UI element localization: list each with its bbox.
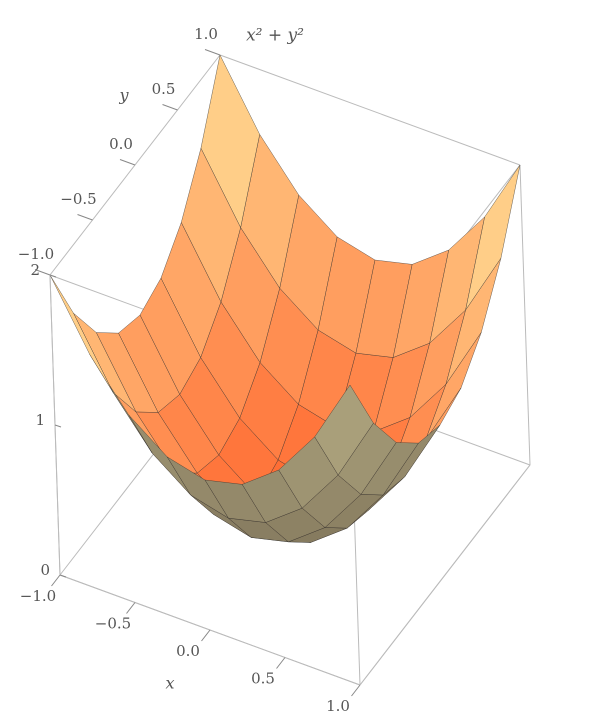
- z-tick: [54, 424, 62, 428]
- z-tick-label: 2: [30, 261, 40, 279]
- y-tick: [204, 49, 221, 56]
- surface-patch: [200, 54, 260, 229]
- y-axis-label: y: [118, 86, 129, 105]
- z-tick: [49, 274, 57, 278]
- x-tick-label: 0.0: [176, 642, 200, 660]
- y-tick: [119, 159, 136, 166]
- box-edge: [359, 464, 531, 686]
- chart-title: x² + y²: [246, 26, 304, 46]
- x-tick: [351, 684, 361, 697]
- z-tick-label: 0: [40, 561, 50, 579]
- box-edge: [219, 54, 521, 166]
- x-axis-label: x: [165, 674, 174, 693]
- x-tick: [276, 657, 286, 669]
- y-tick-label: 0.5: [152, 80, 176, 98]
- x-tick-label: 1.0: [326, 697, 350, 712]
- z-tick: [59, 574, 67, 578]
- y-tick: [162, 104, 178, 111]
- x-tick: [126, 602, 136, 614]
- y-tick-label: 0.0: [109, 135, 133, 153]
- surface-patch: [49, 274, 114, 393]
- y-tick-label: −0.5: [60, 190, 96, 208]
- x-tick: [51, 574, 61, 587]
- x-tick: [201, 629, 211, 642]
- surface-patch: [465, 164, 521, 311]
- surface-patch: [314, 384, 374, 476]
- box-edge: [519, 164, 531, 466]
- x-tick-label: 0.5: [251, 670, 275, 688]
- y-tick-label: 1.0: [194, 25, 218, 43]
- z-tick-label: 1: [35, 411, 45, 429]
- y-tick: [77, 214, 93, 221]
- y-tick-label: −1.0: [18, 245, 54, 263]
- x-tick-label: −0.5: [95, 615, 131, 633]
- x-tick-label: −1.0: [20, 587, 56, 605]
- y-tick: [34, 269, 51, 276]
